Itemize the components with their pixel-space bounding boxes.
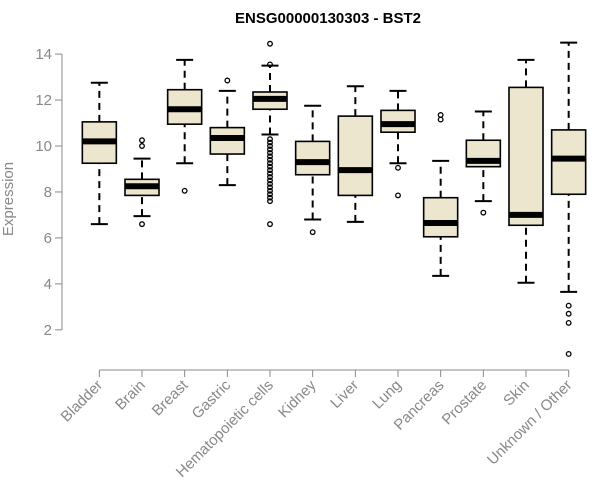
outlier-point [267,139,273,146]
x-tick-label: Lung [369,377,405,413]
box-skin [508,58,544,284]
outlier-point [267,194,273,201]
iqr-box [550,129,587,196]
iqr-box [508,86,544,227]
boxes-layer [81,40,587,357]
y-tick-label: 12 [35,92,52,109]
outlier-point [565,302,572,309]
outlier-point [267,167,273,174]
outlier-point [267,160,273,167]
outlier-point [565,310,572,317]
x-tick-label: Kidney [275,376,320,421]
outlier-point [267,136,273,143]
y-tick-label: 4 [44,276,52,293]
box-hematopoietic-cells [252,40,288,228]
chart-title: ENSG00000130303 - BST2 [235,10,421,27]
outlier-point [267,221,273,228]
outlier-point [267,149,273,156]
y-tick-label: 10 [35,138,52,155]
outlier-point [139,221,145,228]
outlier-point [309,229,316,236]
box-prostate [465,110,502,216]
outlier-point [267,177,273,184]
box-kidney [294,104,331,236]
outlier-point [267,61,273,68]
outlier-point [565,319,572,326]
outlier-point [267,174,273,180]
outlier-point [437,112,444,118]
outlier-point [480,209,487,216]
outlier-point [565,351,572,357]
outlier-point [267,163,273,170]
x-tick-label: Prostate [439,377,491,429]
x-tick-label: Breast [149,376,192,419]
box-pancreas [422,112,459,277]
y-tick-label: 8 [44,184,52,201]
outlier-point [267,156,273,163]
outlier-point [267,184,273,191]
box-breast [166,58,203,194]
outlier-point [267,191,273,198]
outlier-point [139,143,145,149]
x-tick-label: Bladder [58,377,107,426]
outlier-point [267,40,273,47]
outlier-point [267,187,273,194]
outlier-point [267,198,273,205]
outlier-point [139,137,145,144]
iqr-box [337,115,374,197]
iqr-box [422,196,459,238]
outlier-point [437,116,444,123]
box-liver [337,85,374,223]
outlier-point [181,187,188,194]
x-tick-label: Skin [500,377,533,410]
outlier-point [267,180,273,187]
box-unknown-other [550,41,587,357]
box-bladder [81,81,118,226]
y-axis: 2 4 6 8 10 12 14 [35,46,63,339]
y-axis-label: Expression [0,162,17,236]
outlier-point [267,146,273,153]
outlier-point [395,164,401,171]
y-tick-label: 14 [35,46,52,63]
outlier-point [395,192,401,199]
y-tick-label: 6 [44,230,52,247]
outlier-point [224,77,231,84]
x-tick-label: Brain [112,377,149,414]
y-tick-label: 2 [44,322,52,339]
box-gastric [209,77,246,187]
outlier-point [267,153,273,160]
box-lung [380,89,416,199]
box-brain [124,137,160,228]
outlier-point [267,143,273,149]
x-tick-label: Liver [327,377,362,412]
iqr-box [294,140,331,176]
outlier-point [267,170,273,177]
